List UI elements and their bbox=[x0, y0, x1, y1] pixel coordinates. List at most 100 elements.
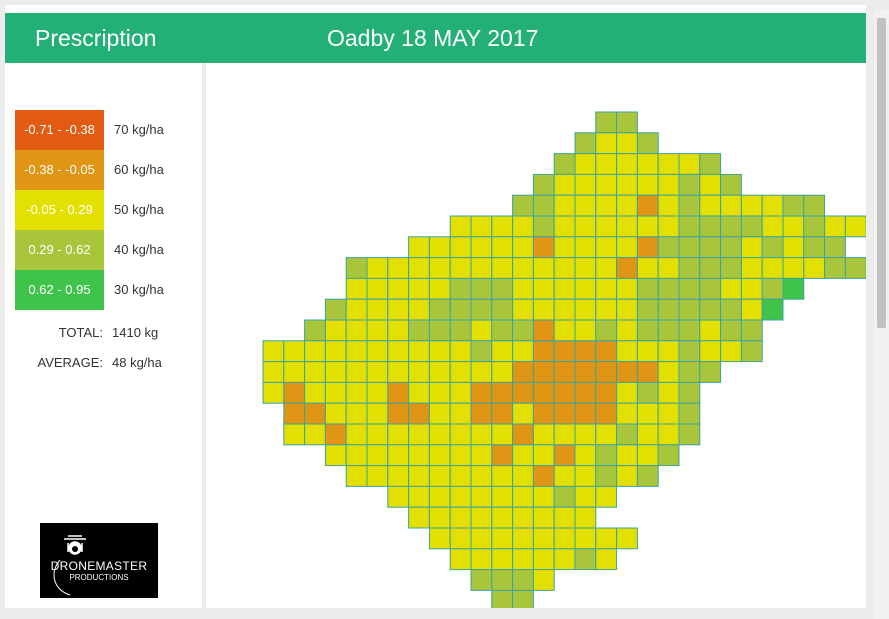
page-scrollbar[interactable] bbox=[874, 10, 889, 619]
grid-cell[interactable] bbox=[678, 423, 701, 446]
grid-cell[interactable] bbox=[699, 340, 722, 363]
grid-cell[interactable] bbox=[803, 257, 826, 279]
grid-cell[interactable] bbox=[678, 381, 701, 404]
grid-cell[interactable] bbox=[428, 319, 451, 342]
grid-cell[interactable] bbox=[574, 340, 597, 363]
grid-cell[interactable] bbox=[595, 381, 618, 404]
grid-cell[interactable] bbox=[387, 319, 410, 342]
grid-cell[interactable] bbox=[699, 153, 722, 175]
grid-cell[interactable] bbox=[574, 153, 597, 175]
grid-cell[interactable] bbox=[720, 298, 742, 321]
grid-cell[interactable] bbox=[720, 257, 742, 279]
grid-cell[interactable] bbox=[720, 340, 742, 363]
grid-cell[interactable] bbox=[595, 153, 618, 175]
grid-cell[interactable] bbox=[491, 236, 514, 259]
grid-cell[interactable] bbox=[657, 173, 680, 196]
grid-cell[interactable] bbox=[595, 215, 618, 238]
grid-cell[interactable] bbox=[449, 485, 472, 508]
grid-cell[interactable] bbox=[699, 215, 722, 238]
grid-cell[interactable] bbox=[595, 548, 618, 571]
grid-cell[interactable] bbox=[595, 298, 618, 321]
grid-cell[interactable] bbox=[304, 340, 326, 363]
grid-cell[interactable] bbox=[553, 423, 576, 446]
grid-cell[interactable] bbox=[740, 257, 763, 279]
grid-cell[interactable] bbox=[512, 485, 534, 508]
grid-cell[interactable] bbox=[636, 215, 659, 238]
grid-cell[interactable] bbox=[553, 402, 576, 425]
grid-cell[interactable] bbox=[428, 444, 451, 467]
grid-cell[interactable] bbox=[657, 402, 680, 425]
grid-cell[interactable] bbox=[532, 236, 555, 259]
grid-cell[interactable] bbox=[449, 319, 472, 342]
grid-cell[interactable] bbox=[491, 319, 514, 342]
grid-cell[interactable] bbox=[345, 319, 368, 342]
grid-cell[interactable] bbox=[636, 361, 659, 383]
grid-cell[interactable] bbox=[428, 506, 451, 529]
grid-cell[interactable] bbox=[408, 340, 430, 363]
grid-cell[interactable] bbox=[449, 465, 472, 487]
grid-cell[interactable] bbox=[449, 277, 472, 300]
grid-cell[interactable] bbox=[553, 215, 576, 238]
grid-cell[interactable] bbox=[636, 298, 659, 321]
grid-cell[interactable] bbox=[512, 319, 534, 342]
grid-cell[interactable] bbox=[491, 444, 514, 467]
grid-cell[interactable] bbox=[428, 257, 451, 279]
grid-cell[interactable] bbox=[470, 527, 493, 550]
grid-cell[interactable] bbox=[616, 132, 638, 155]
grid-cell[interactable] bbox=[408, 381, 430, 404]
grid-cell[interactable] bbox=[491, 569, 514, 591]
grid-cell[interactable] bbox=[574, 381, 597, 404]
grid-cell[interactable] bbox=[428, 298, 451, 321]
grid-cell[interactable] bbox=[657, 277, 680, 300]
grid-cell[interactable] bbox=[345, 423, 368, 446]
grid-cell[interactable] bbox=[532, 506, 555, 529]
grid-cell[interactable] bbox=[844, 215, 867, 238]
grid-cell[interactable] bbox=[408, 444, 430, 467]
grid-cell[interactable] bbox=[657, 340, 680, 363]
grid-cell[interactable] bbox=[449, 298, 472, 321]
grid-cell[interactable] bbox=[595, 319, 618, 342]
grid-cell[interactable] bbox=[304, 423, 326, 446]
grid-cell[interactable] bbox=[553, 236, 576, 259]
grid-cell[interactable] bbox=[616, 465, 638, 487]
grid-cell[interactable] bbox=[512, 298, 534, 321]
grid-cell[interactable] bbox=[616, 236, 638, 259]
grid-cell[interactable] bbox=[491, 340, 514, 363]
grid-cell[interactable] bbox=[283, 423, 306, 446]
grid-cell[interactable] bbox=[491, 485, 514, 508]
grid-cell[interactable] bbox=[262, 361, 285, 383]
grid-cell[interactable] bbox=[678, 194, 701, 217]
grid-cell[interactable] bbox=[782, 236, 805, 259]
grid-cell[interactable] bbox=[678, 153, 701, 175]
grid-cell[interactable] bbox=[574, 485, 597, 508]
grid-cell[interactable] bbox=[616, 381, 638, 404]
prescription-grid[interactable] bbox=[206, 63, 867, 612]
grid-cell[interactable] bbox=[678, 173, 701, 196]
grid-cell[interactable] bbox=[616, 215, 638, 238]
grid-cell[interactable] bbox=[782, 277, 805, 300]
grid-cell[interactable] bbox=[636, 444, 659, 467]
grid-cell[interactable] bbox=[428, 402, 451, 425]
grid-cell[interactable] bbox=[616, 257, 638, 279]
grid-cell[interactable] bbox=[345, 381, 368, 404]
grid-cell[interactable] bbox=[408, 361, 430, 383]
grid-cell[interactable] bbox=[387, 277, 410, 300]
grid-cell[interactable] bbox=[491, 215, 514, 238]
grid-cell[interactable] bbox=[408, 465, 430, 487]
grid-cell[interactable] bbox=[657, 423, 680, 446]
grid-cell[interactable] bbox=[512, 402, 534, 425]
grid-cell[interactable] bbox=[449, 340, 472, 363]
grid-cell[interactable] bbox=[636, 173, 659, 196]
grid-cell[interactable] bbox=[324, 298, 347, 321]
grid-cell[interactable] bbox=[553, 277, 576, 300]
grid-cell[interactable] bbox=[699, 236, 722, 259]
grid-cell[interactable] bbox=[324, 319, 347, 342]
grid-cell[interactable] bbox=[636, 319, 659, 342]
grid-cell[interactable] bbox=[595, 194, 618, 217]
grid-cell[interactable] bbox=[408, 257, 430, 279]
grid-cell[interactable] bbox=[678, 277, 701, 300]
grid-cell[interactable] bbox=[574, 277, 597, 300]
grid-cell[interactable] bbox=[470, 277, 493, 300]
grid-cell[interactable] bbox=[532, 423, 555, 446]
grid-cell[interactable] bbox=[595, 485, 618, 508]
